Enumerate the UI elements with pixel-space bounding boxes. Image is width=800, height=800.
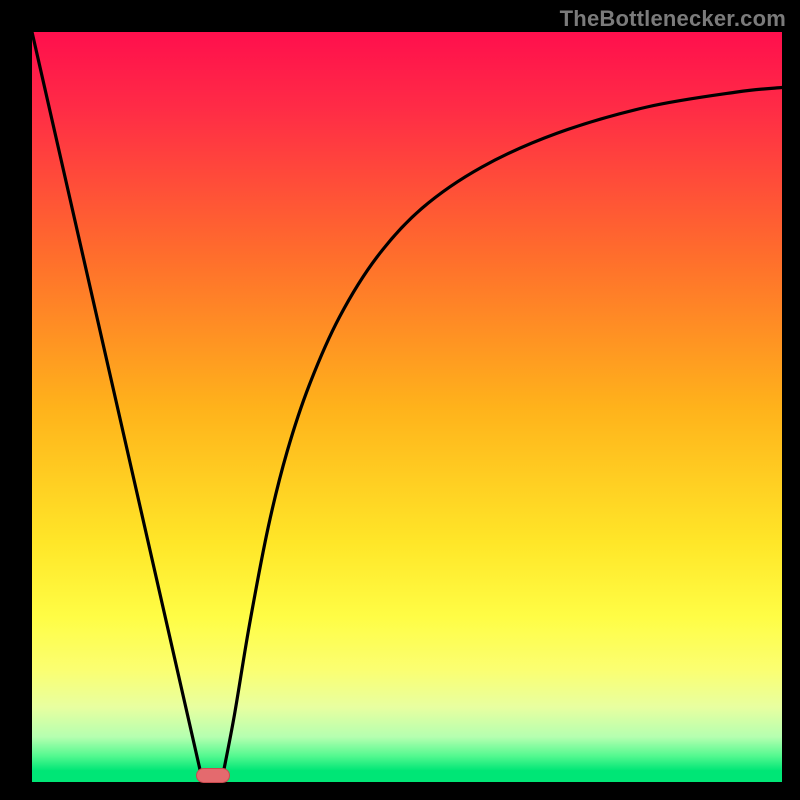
- watermark-text: TheBottlenecker.com: [560, 6, 786, 32]
- gradient-background: [32, 32, 782, 782]
- plot-area: [32, 32, 782, 782]
- chart-svg: [32, 32, 782, 782]
- bottleneck-marker: [196, 768, 230, 784]
